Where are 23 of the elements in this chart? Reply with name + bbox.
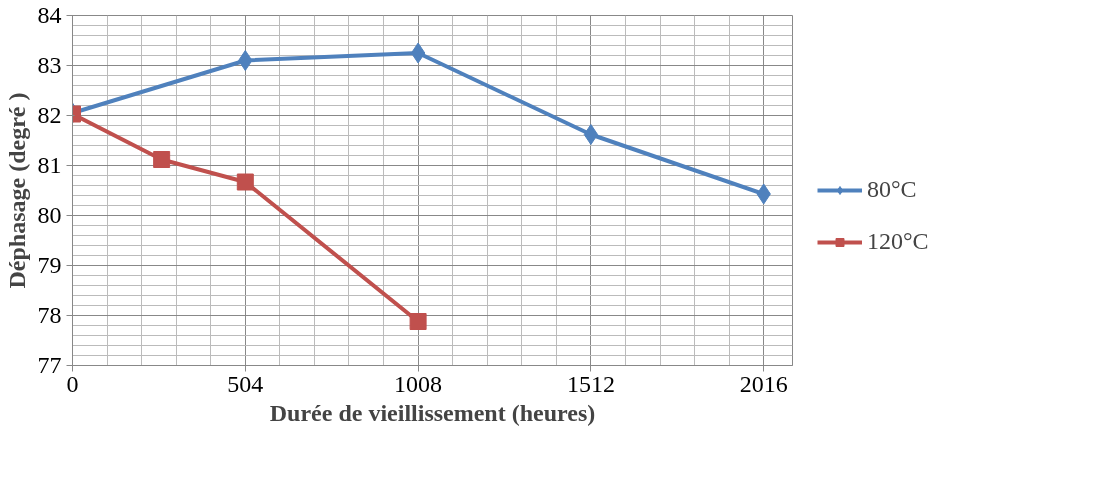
point: [153, 151, 171, 168]
x-axis-title: Durée de vieillissement (heures): [269, 399, 596, 426]
y-tick-label: 82: [37, 102, 62, 128]
point: [409, 313, 427, 330]
y-tick-label: 83: [37, 52, 62, 78]
y-tick-label: 81: [37, 152, 62, 178]
legend-label: 80°C: [867, 176, 918, 203]
point: [583, 124, 599, 145]
x-tick-label: 1512: [566, 370, 615, 397]
legend-label: 120°C: [867, 228, 929, 255]
y-tick-label: 77: [37, 352, 62, 378]
y-axis-title: Déphasage (degré ): [3, 92, 30, 289]
x-tick-label: 0: [66, 370, 79, 397]
x-tick-label: 2016: [739, 370, 788, 397]
y-tick-label: 84: [37, 2, 62, 28]
point: [410, 42, 426, 64]
x-tick-label: 504: [227, 370, 264, 397]
y-tick-label: 79: [37, 252, 62, 278]
x-tick-label: 1008: [394, 370, 443, 397]
y-tick-label: 78: [37, 302, 62, 328]
y-tick-label: 80: [37, 202, 62, 228]
point: [238, 50, 253, 71]
point: [236, 173, 254, 191]
